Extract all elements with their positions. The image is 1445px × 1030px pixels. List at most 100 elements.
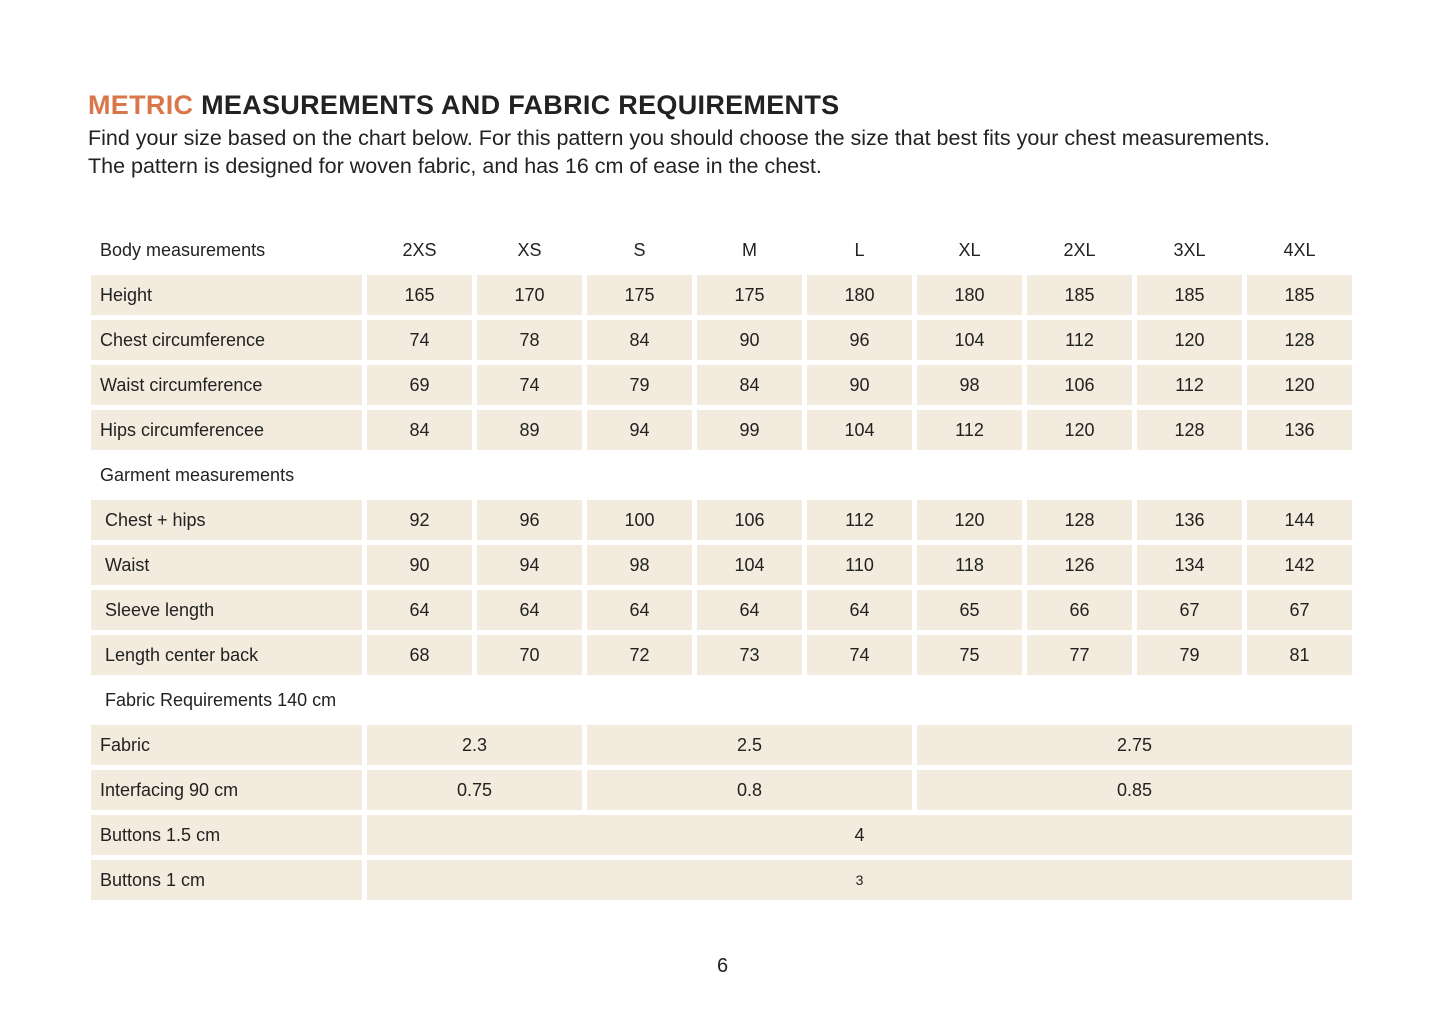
row-label: Chest circumference — [91, 320, 362, 360]
table-cell: 68 — [367, 635, 472, 675]
table-cell: 66 — [1027, 590, 1132, 630]
table-cell: 73 — [697, 635, 802, 675]
table-cell: 74 — [477, 365, 582, 405]
table-cell: 75 — [917, 635, 1022, 675]
size-chart-table: Body measurements 2XS XS S M L XL 2XL 3XL 4XL Heig… — [86, 225, 1357, 905]
table-cell: 84 — [697, 365, 802, 405]
table-cell: 126 — [1027, 545, 1132, 585]
row-label: Hips circumferencee — [91, 410, 362, 450]
section-label-body: Body measurements — [100, 239, 266, 260]
table-cell: 180 — [917, 275, 1022, 315]
table-cell: 180 — [807, 275, 912, 315]
table-cell: 110 — [807, 545, 912, 585]
page-title: METRIC MEASUREMENTS AND FABRIC REQUIREME… — [88, 90, 839, 121]
table-cell: 4 — [367, 815, 1352, 855]
table-cell: 99 — [697, 410, 802, 450]
table-cell: 2.3 — [367, 725, 582, 765]
table-row: Chest + hips 92 96 100 106 112 120 128 136 144 — [91, 500, 1352, 540]
table-cell: 90 — [807, 365, 912, 405]
table-cell: 89 — [477, 410, 582, 450]
row-label: Waist circumference — [91, 365, 362, 405]
table-cell: 3 — [367, 860, 1352, 900]
table-cell: 185 — [1247, 275, 1352, 315]
table-cell: 64 — [587, 590, 692, 630]
table-cell: 70 — [477, 635, 582, 675]
size-header: S — [633, 239, 646, 260]
size-header: 2XL — [1063, 239, 1096, 260]
table-cell: 112 — [1137, 365, 1242, 405]
intro-text: Find your size based on the chart below.… — [88, 126, 1270, 178]
section-row: Garment measurements — [91, 455, 1352, 495]
title-accent: METRIC — [88, 90, 194, 120]
size-header: M — [742, 239, 757, 260]
table-cell: 92 — [367, 500, 472, 540]
table-cell: 64 — [367, 590, 472, 630]
table-cell: 74 — [367, 320, 472, 360]
table-cell: 175 — [697, 275, 802, 315]
table-cell: 94 — [587, 410, 692, 450]
table-cell: 84 — [587, 320, 692, 360]
row-label: Buttons 1.5 cm — [91, 815, 362, 855]
table-row: Interfacing 90 cm 0.75 0.8 0.85 — [91, 770, 1352, 810]
table-cell: 77 — [1027, 635, 1132, 675]
size-header: 4XL — [1283, 239, 1316, 260]
table-cell: 104 — [697, 545, 802, 585]
table-cell: 90 — [697, 320, 802, 360]
table-row: Waist 90 94 98 104 110 118 126 134 142 — [91, 545, 1352, 585]
table-cell: 136 — [1137, 500, 1242, 540]
table-cell: 72 — [587, 635, 692, 675]
table-cell: 112 — [917, 410, 1022, 450]
size-header: L — [854, 239, 865, 260]
table-cell: 112 — [807, 500, 912, 540]
title-rest: MEASUREMENTS AND FABRIC REQUIREMENTS — [193, 90, 840, 120]
header-row: Body measurements 2XS XS S M L XL 2XL 3XL 4XL — [91, 230, 1352, 270]
table-cell: 64 — [807, 590, 912, 630]
table-cell: 104 — [807, 410, 912, 450]
table-cell: 67 — [1137, 590, 1242, 630]
table-cell: 0.75 — [367, 770, 582, 810]
table-cell: 142 — [1247, 545, 1352, 585]
row-label: Sleeve length — [91, 590, 362, 630]
table-cell: 98 — [587, 545, 692, 585]
table-cell: 98 — [917, 365, 1022, 405]
table-cell: 170 — [477, 275, 582, 315]
row-label: Interfacing 90 cm — [91, 770, 362, 810]
table-cell: 79 — [1137, 635, 1242, 675]
size-header: XS — [517, 239, 542, 260]
table-cell: 0.8 — [587, 770, 912, 810]
table-cell: 120 — [1137, 320, 1242, 360]
size-header: XL — [958, 239, 981, 260]
row-label: Length center back — [91, 635, 362, 675]
table-cell: 84 — [367, 410, 472, 450]
table-row: Buttons 1 cm 3 — [91, 860, 1352, 900]
table-cell: 144 — [1247, 500, 1352, 540]
table-cell: 165 — [367, 275, 472, 315]
table-cell: 64 — [477, 590, 582, 630]
size-header: 3XL — [1173, 239, 1206, 260]
row-label: Fabric — [91, 725, 362, 765]
table-cell: 0.85 — [917, 770, 1352, 810]
table-cell: 65 — [917, 590, 1022, 630]
row-label: Waist — [91, 545, 362, 585]
section-label-garment: Garment measurements — [100, 464, 295, 485]
table-row: Waist circumference 69 74 79 84 90 98 106 112 120 — [91, 365, 1352, 405]
table-cell: 96 — [477, 500, 582, 540]
table-cell: 90 — [367, 545, 472, 585]
table-cell: 128 — [1137, 410, 1242, 450]
table-cell: 69 — [367, 365, 472, 405]
size-header: 2XS — [402, 239, 437, 260]
table-cell: 67 — [1247, 590, 1352, 630]
section-row: Fabric Requirements 140 cm — [91, 680, 1352, 720]
table-cell: 94 — [477, 545, 582, 585]
table-cell: 175 — [587, 275, 692, 315]
row-label: Height — [91, 275, 362, 315]
table-cell: 64 — [697, 590, 802, 630]
table-cell: 120 — [1247, 365, 1352, 405]
table-cell: 128 — [1027, 500, 1132, 540]
row-label: Chest + hips — [91, 500, 362, 540]
table-cell: 134 — [1137, 545, 1242, 585]
table-row: Length center back 68 70 72 73 74 75 77 79 81 — [91, 635, 1352, 675]
table-cell: 79 — [587, 365, 692, 405]
table-cell: 96 — [807, 320, 912, 360]
table-row: Sleeve length 64 64 64 64 64 65 66 67 67 — [91, 590, 1352, 630]
